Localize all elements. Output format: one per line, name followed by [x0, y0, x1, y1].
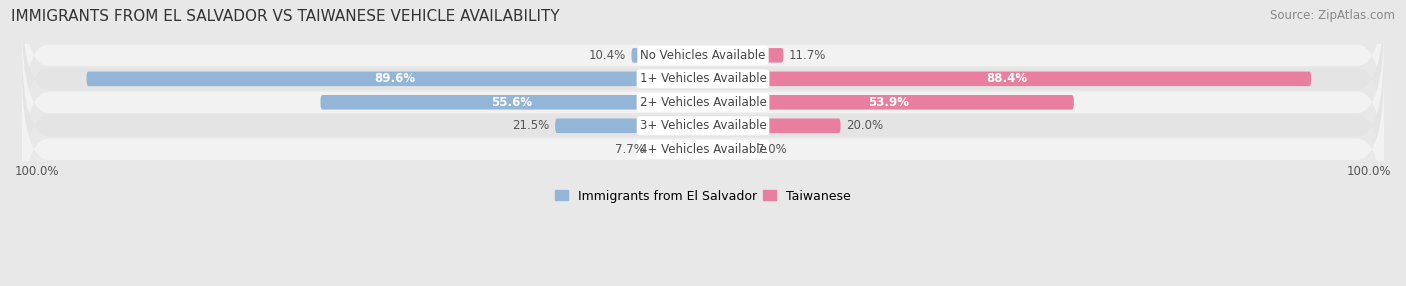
FancyBboxPatch shape: [22, 0, 1384, 162]
FancyBboxPatch shape: [703, 48, 783, 63]
FancyBboxPatch shape: [703, 95, 1074, 110]
Legend: Immigrants from El Salvador, Taiwanese: Immigrants from El Salvador, Taiwanese: [550, 184, 856, 208]
FancyBboxPatch shape: [703, 118, 841, 133]
Text: 89.6%: 89.6%: [374, 72, 415, 85]
Text: 7.0%: 7.0%: [756, 143, 786, 156]
FancyBboxPatch shape: [703, 72, 1312, 86]
FancyBboxPatch shape: [22, 43, 1384, 209]
FancyBboxPatch shape: [703, 142, 751, 156]
Text: Source: ZipAtlas.com: Source: ZipAtlas.com: [1270, 9, 1395, 21]
Text: 100.0%: 100.0%: [1347, 164, 1391, 178]
FancyBboxPatch shape: [631, 48, 703, 63]
Text: 3+ Vehicles Available: 3+ Vehicles Available: [640, 119, 766, 132]
FancyBboxPatch shape: [22, 66, 1384, 232]
FancyBboxPatch shape: [22, 0, 1384, 138]
Text: 2+ Vehicles Available: 2+ Vehicles Available: [640, 96, 766, 109]
Text: 11.7%: 11.7%: [789, 49, 827, 62]
FancyBboxPatch shape: [555, 118, 703, 133]
Text: 53.9%: 53.9%: [868, 96, 908, 109]
Text: 21.5%: 21.5%: [512, 119, 550, 132]
FancyBboxPatch shape: [650, 142, 703, 156]
Text: 10.4%: 10.4%: [589, 49, 626, 62]
Text: 7.7%: 7.7%: [614, 143, 644, 156]
Text: 1+ Vehicles Available: 1+ Vehicles Available: [640, 72, 766, 85]
Text: 55.6%: 55.6%: [491, 96, 533, 109]
Text: 4+ Vehicles Available: 4+ Vehicles Available: [640, 143, 766, 156]
Text: 88.4%: 88.4%: [987, 72, 1028, 85]
Text: 20.0%: 20.0%: [846, 119, 883, 132]
Text: IMMIGRANTS FROM EL SALVADOR VS TAIWANESE VEHICLE AVAILABILITY: IMMIGRANTS FROM EL SALVADOR VS TAIWANESE…: [11, 9, 560, 23]
Text: No Vehicles Available: No Vehicles Available: [640, 49, 766, 62]
FancyBboxPatch shape: [22, 19, 1384, 185]
Text: 100.0%: 100.0%: [15, 164, 59, 178]
FancyBboxPatch shape: [87, 72, 703, 86]
FancyBboxPatch shape: [321, 95, 703, 110]
